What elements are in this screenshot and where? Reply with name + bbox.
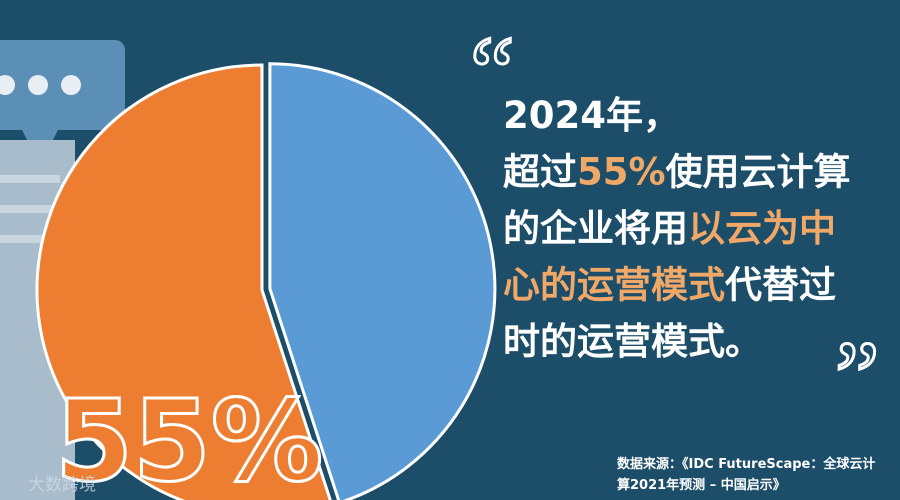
headline: 2024年，超过55%使用云计算的企业将用以云为中心的运营模式代替过时的运营模式…: [503, 94, 851, 363]
headline-line: 心的运营模式代替过: [503, 264, 836, 307]
headline-segment: 代替过: [724, 264, 836, 307]
headline-segment: 以云为中: [688, 207, 836, 250]
headline-segment: 使用云计算: [666, 151, 851, 194]
headline-line: 时的运营模式。: [503, 320, 762, 363]
source-line: 算2021年预测 – 中国启示》: [617, 477, 786, 493]
pie: [35, 62, 497, 500]
headline-segment: 超过: [503, 151, 577, 194]
headline-line: 的企业将用以云为中: [503, 207, 836, 250]
headline-segment: 时的运营模式。: [503, 320, 762, 363]
quote-open: “: [470, 16, 514, 127]
headline-segment: 2024年，: [503, 94, 680, 137]
headline-line: 2024年，: [503, 94, 680, 137]
watermark: 大数跨境: [28, 475, 96, 495]
headline-segment: 的企业将用: [503, 207, 688, 250]
source-line: 数据来源：《IDC FutureScape：全球云计: [617, 456, 875, 472]
pie-slice: [268, 62, 497, 500]
headline-segment: 55%: [577, 151, 666, 194]
headline-segment: 心的运营模式: [503, 264, 725, 307]
quote-close: ”: [835, 321, 879, 432]
pie-slice: [35, 63, 332, 500]
value-label: 55%: [55, 377, 323, 500]
headline-line: 超过55%使用云计算: [503, 151, 851, 194]
